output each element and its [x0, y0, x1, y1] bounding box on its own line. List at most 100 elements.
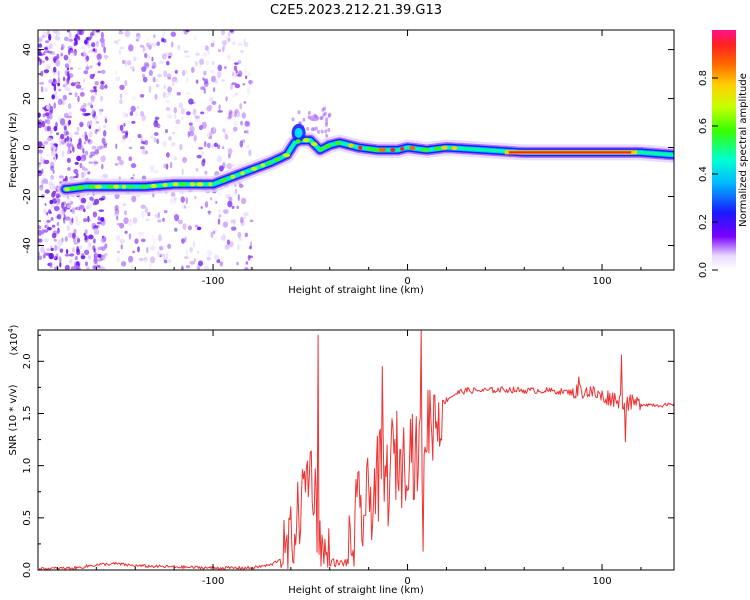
spectrogram-noise-blob — [116, 124, 121, 132]
spectrogram-noise-blob — [163, 210, 168, 214]
spectrogram-noise-blob — [50, 129, 53, 135]
spectrogram-noise-blob — [38, 51, 42, 56]
spectrogram-noise-blob — [219, 165, 224, 172]
spectrogram-noise-blob — [57, 230, 60, 234]
spectrogram-noise-blob — [222, 162, 226, 169]
spectrogram-noise-blob — [137, 246, 140, 253]
spectrogram-noise-blob — [234, 62, 239, 65]
spectrogram-noise-blob — [147, 41, 152, 46]
snr-x-tick-label: 0 — [404, 576, 410, 587]
spectrogram-noise-blob — [207, 210, 212, 214]
spectrogram-noise-blob — [171, 142, 176, 147]
spectrogram-noise-blob — [66, 150, 71, 155]
spectrogram-noise-blob — [247, 254, 251, 261]
spectrogram-noise-blob — [51, 192, 56, 198]
spectrogram-noise-blob — [324, 129, 328, 134]
spectrogram-noise-blob — [43, 87, 48, 93]
spectrogram-noise-blob — [231, 94, 237, 98]
spectrogram-noise-blob — [45, 63, 52, 69]
spectrogram-noise-blob — [182, 157, 188, 163]
spectrogram-noise-blob — [92, 265, 97, 270]
spectrogram-noise-blob — [81, 253, 84, 256]
spectrogram-noise-blob — [237, 60, 242, 64]
spectrogram-noise-blob — [235, 92, 238, 96]
spectrogram-noise-blob — [93, 86, 97, 90]
spectrogram-noise-blob — [203, 88, 206, 94]
spectrogram-noise-blob — [85, 261, 88, 267]
spectrogram-noise-blob — [200, 111, 205, 115]
spectrogram-noise-blob — [68, 48, 71, 56]
spectrogram-noise-blob — [44, 203, 47, 206]
spectrogram-noise-blob — [240, 197, 247, 205]
spectrogram-noise-blob — [46, 153, 49, 157]
spectrogram-noise-blob — [119, 124, 124, 131]
spectrogram-noise-blob — [48, 252, 54, 260]
spectrogram-hot-spot — [260, 163, 266, 168]
spectrogram-noise-blob — [103, 256, 107, 261]
spectrogram-noise-blob — [139, 94, 145, 98]
spectrogram-noise-blob — [87, 254, 92, 260]
spectrogram-noise-blob — [165, 107, 171, 111]
spectrogram-noise-blob — [83, 40, 89, 44]
spectrogram-hot-spot — [162, 183, 168, 187]
spectrogram-noise-blob — [100, 95, 104, 102]
spectrogram-noise-blob — [44, 112, 50, 117]
snr-x-axis-label: Height of straight line (km) — [288, 585, 424, 596]
spectrogram-noise-blob — [206, 133, 210, 137]
spectrogram-noise-blob — [187, 131, 190, 138]
spectrogram-noise-blob — [245, 144, 250, 149]
spectrogram-noise-blob — [119, 84, 125, 91]
spectrogram-hot-spot — [69, 186, 78, 191]
spectrogram-noise-blob — [155, 83, 160, 88]
spectrogram-noise-blob — [172, 197, 177, 204]
spectrogram-noise-blob — [152, 238, 156, 244]
spectrogram-noise-blob — [180, 108, 185, 115]
spectrogram-noise-blob — [122, 203, 127, 207]
spectrogram-noise-blob — [184, 50, 189, 53]
spectrogram-noise-blob — [59, 118, 66, 126]
spectrogram-noise-blob — [103, 124, 106, 129]
spectrogram-noise-blob — [40, 155, 43, 163]
spectrogram-noise-blob — [142, 47, 148, 51]
spectrogram-noise-blob — [154, 132, 159, 136]
spectrogram-noise-blob — [81, 108, 87, 113]
spectrogram-noise-blob — [46, 219, 51, 223]
spectrogram-noise-blob — [208, 210, 211, 215]
spectrogram-noise-blob — [53, 102, 56, 109]
spectrogram-noise-blob — [97, 216, 101, 221]
spectrogram-noise-blob — [138, 231, 144, 236]
spectrogram-noise-blob — [93, 120, 98, 126]
colorbar: 0.0 0.2 0.4 0.6 0.8 Normalized spectral ampl… — [698, 30, 749, 278]
spectrogram-noise-blob — [188, 122, 193, 126]
spectrogram-noise-blob — [202, 78, 209, 82]
spectrogram-noise-blob — [47, 43, 51, 51]
spectrogram-noise-blob — [74, 256, 78, 261]
spectrogram-noise-blob — [214, 78, 218, 84]
spectrogram-noise-blob — [161, 53, 167, 60]
spectrogram-noise-blob — [200, 151, 204, 156]
spectrogram-noise-blob — [131, 95, 137, 101]
spectrogram-noise-blob — [57, 198, 61, 204]
spectrogram-noise-blob — [65, 81, 68, 86]
spectrogram-noise-blob — [210, 231, 214, 239]
spectrogram-noise-blob — [43, 159, 50, 165]
spectrogram-noise-blob — [60, 52, 64, 57]
spectrogram-hot-spot — [441, 145, 448, 150]
spectrogram-noise-blob — [194, 116, 200, 123]
spectrogram-noise-blob — [154, 213, 160, 219]
spectrogram-noise-blob — [230, 164, 236, 167]
spectrogram-noise-blob — [38, 225, 42, 230]
spectrogram-noise-blob — [193, 258, 196, 263]
spectrogram-noise-blob — [114, 204, 119, 211]
spectrogram-noise-blob — [164, 92, 170, 98]
spectrogram-noise-blob — [217, 64, 223, 72]
spectrogram-noise-blob — [181, 168, 184, 175]
spectrogram-noise-blob — [149, 165, 155, 169]
spectrogram-noise-blob — [75, 38, 78, 46]
spectrogram-noise-blob — [175, 77, 179, 84]
spectrogram-noise-blob — [217, 218, 221, 225]
spectrogram-noise-blob — [68, 119, 71, 126]
snr-x-tick-label: -100 — [202, 576, 225, 587]
spectrogram-noise-blob — [67, 167, 71, 171]
spectrogram-noise-blob — [185, 92, 191, 95]
